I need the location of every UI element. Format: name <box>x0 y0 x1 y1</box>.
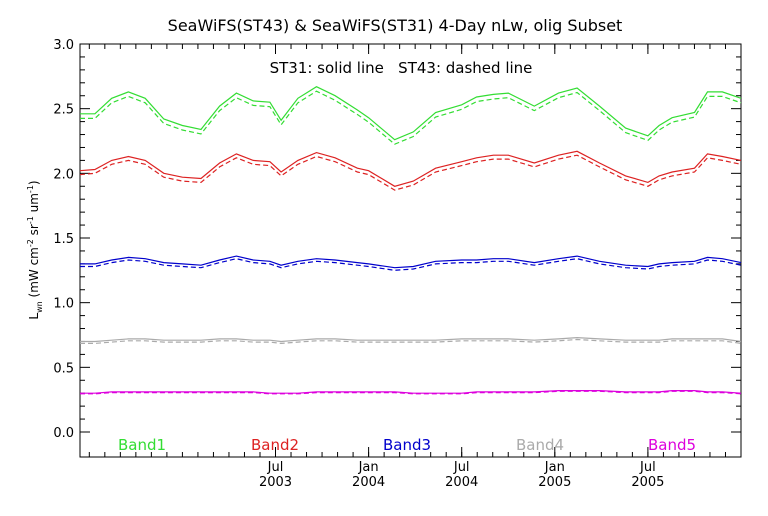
y-label-sub: wn <box>35 301 44 313</box>
x-tick-label-month: Jul <box>267 460 284 475</box>
y-tick-label: 3.0 <box>53 38 74 53</box>
legend-item-band5: Band5 <box>648 436 696 454</box>
series-band3-st43-line <box>80 258 742 271</box>
y-tick-label: 2.5 <box>53 103 74 118</box>
y-axis-label: Lwn (mW cm-2 sr-1 um-1) <box>26 180 44 319</box>
series-band1-st43-line <box>80 90 742 145</box>
legend-item-band4: Band4 <box>516 436 564 454</box>
x-tick-label-year: 2003 <box>259 475 292 490</box>
y-label-sup1: -2 <box>26 239 35 247</box>
y-label-sup2: -1 <box>26 216 35 224</box>
series-band3-st31-line <box>80 255 742 269</box>
series-band2-st43-line <box>79 154 742 191</box>
series-band1-st31-line <box>80 86 742 141</box>
x-tick-label-month: Jan <box>358 460 379 475</box>
y-label-main: L <box>27 313 41 320</box>
y-label-units-close: ) <box>27 180 41 185</box>
chart-annotation: ST31: solid line ST43: dashed line <box>270 59 533 77</box>
x-tick-label-month: Jul <box>639 460 656 475</box>
series-band4-st31-line <box>80 336 742 343</box>
y-label-mid: sr <box>27 224 41 239</box>
y-label-mid2: um <box>27 193 41 216</box>
y-tick-label: 1.0 <box>53 297 74 312</box>
series-band5-st31-line <box>80 390 742 394</box>
y-tick-label: 1.5 <box>53 232 74 247</box>
y-label-sup3: -1 <box>26 185 35 193</box>
y-label-units-open: (mW cm <box>27 247 41 301</box>
plot-frame <box>79 43 742 458</box>
axes-layer: 0.00.51.01.52.02.53.0Jul2003Jan2004Jul20… <box>53 38 742 490</box>
x-tick-label-year: 2005 <box>631 475 664 490</box>
x-tick-label-year: 2005 <box>538 475 571 490</box>
y-tick-label: 0.0 <box>53 426 74 441</box>
chart-title: SeaWiFS(ST43) & SeaWiFS(ST31) 4-Day nLw,… <box>168 16 623 35</box>
legend-item-band3: Band3 <box>383 436 431 454</box>
y-tick-label: 2.0 <box>53 167 74 182</box>
x-tick-label-year: 2004 <box>352 475 385 490</box>
series-band4-st43-line <box>80 338 742 345</box>
legend-item-band1: Band1 <box>118 436 166 454</box>
legend-layer: Band1 Band2 Band3 Band4 Band5 <box>118 436 696 454</box>
x-tick-label-month: Jul <box>453 460 470 475</box>
series-band5-st43-line <box>80 390 742 395</box>
x-tick-label-month: Jan <box>544 460 565 475</box>
legend-item-band2: Band2 <box>251 436 299 454</box>
x-tick-label-year: 2004 <box>445 475 478 490</box>
series-layer <box>79 86 742 395</box>
series-band2-st31-line <box>79 150 742 187</box>
y-tick-label: 0.5 <box>53 361 74 376</box>
